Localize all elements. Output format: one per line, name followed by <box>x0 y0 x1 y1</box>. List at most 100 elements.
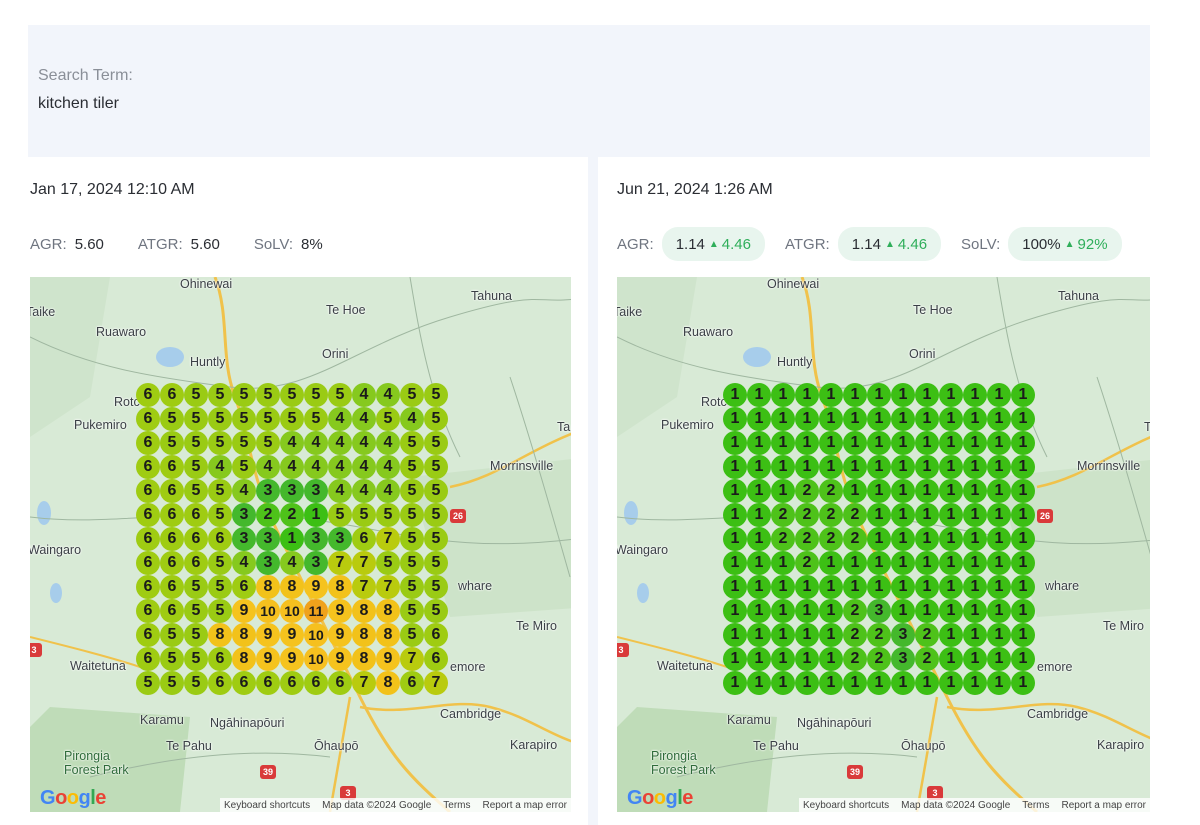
rank-point[interactable]: 3 <box>304 479 328 503</box>
rank-point[interactable]: 2 <box>843 623 867 647</box>
rank-point[interactable]: 1 <box>891 551 915 575</box>
rank-point[interactable]: 6 <box>208 671 232 695</box>
rank-point[interactable]: 3 <box>328 527 352 551</box>
rank-point[interactable]: 7 <box>352 551 376 575</box>
rank-point[interactable]: 5 <box>232 455 256 479</box>
rank-point[interactable]: 1 <box>987 671 1011 695</box>
rank-point[interactable]: 6 <box>136 479 160 503</box>
rank-point[interactable]: 1 <box>939 575 963 599</box>
rank-point[interactable]: 1 <box>915 503 939 527</box>
rank-point[interactable]: 2 <box>915 647 939 671</box>
rank-point[interactable]: 1 <box>843 479 867 503</box>
rank-point[interactable]: 1 <box>987 623 1011 647</box>
rank-point[interactable]: 5 <box>184 599 208 623</box>
rank-point[interactable]: 9 <box>376 647 400 671</box>
rank-point[interactable]: 6 <box>136 599 160 623</box>
rank-point[interactable]: 6 <box>136 551 160 575</box>
rank-point[interactable]: 1 <box>771 647 795 671</box>
rank-point[interactable]: 2 <box>819 527 843 551</box>
rank-point[interactable]: 9 <box>328 599 352 623</box>
rank-point[interactable]: 1 <box>747 623 771 647</box>
rank-point[interactable]: 1 <box>867 407 891 431</box>
rank-point[interactable]: 5 <box>184 647 208 671</box>
rank-point[interactable]: 1 <box>987 599 1011 623</box>
rank-point[interactable]: 5 <box>424 575 448 599</box>
rank-point[interactable]: 10 <box>304 647 328 671</box>
rank-point[interactable]: 5 <box>424 503 448 527</box>
rank-point[interactable]: 1 <box>915 671 939 695</box>
rank-point[interactable]: 2 <box>256 503 280 527</box>
rank-point[interactable]: 1 <box>843 431 867 455</box>
rank-point[interactable]: 6 <box>160 527 184 551</box>
rank-point[interactable]: 1 <box>771 455 795 479</box>
rank-point[interactable]: 8 <box>352 599 376 623</box>
rank-point[interactable]: 1 <box>891 599 915 623</box>
rank-point[interactable]: 1 <box>939 527 963 551</box>
rank-point[interactable]: 5 <box>160 671 184 695</box>
rank-point[interactable]: 1 <box>939 599 963 623</box>
rank-point[interactable]: 1 <box>987 431 1011 455</box>
rank-point[interactable]: 9 <box>304 575 328 599</box>
rank-point[interactable]: 1 <box>819 623 843 647</box>
rank-point[interactable]: 4 <box>328 407 352 431</box>
rank-point[interactable]: 5 <box>376 551 400 575</box>
rank-point[interactable]: 6 <box>352 527 376 551</box>
rank-point[interactable]: 1 <box>963 599 987 623</box>
rank-point[interactable]: 5 <box>400 551 424 575</box>
rank-point[interactable]: 1 <box>747 503 771 527</box>
rank-point[interactable]: 1 <box>723 623 747 647</box>
rank-point[interactable]: 1 <box>1011 383 1035 407</box>
rank-point[interactable]: 6 <box>136 503 160 527</box>
rank-point[interactable]: 7 <box>376 575 400 599</box>
rank-point[interactable]: 1 <box>963 431 987 455</box>
rank-point[interactable]: 7 <box>400 647 424 671</box>
rank-point[interactable]: 1 <box>939 431 963 455</box>
rank-point[interactable]: 10 <box>256 599 280 623</box>
rank-point[interactable]: 1 <box>915 575 939 599</box>
rank-point[interactable]: 5 <box>304 383 328 407</box>
rank-point[interactable]: 3 <box>232 527 256 551</box>
rank-point[interactable]: 5 <box>208 599 232 623</box>
attribution-link[interactable]: Keyboard shortcuts <box>223 799 311 811</box>
rank-point[interactable]: 5 <box>232 407 256 431</box>
rank-point[interactable]: 5 <box>208 407 232 431</box>
map-view[interactable]: Ohinewai Tahuna Taike Te Hoe Ruawaro Orini Hun… <box>617 277 1150 812</box>
rank-point[interactable]: 1 <box>747 383 771 407</box>
rank-point[interactable]: 5 <box>160 623 184 647</box>
rank-point[interactable]: 5 <box>424 431 448 455</box>
rank-point[interactable]: 6 <box>304 671 328 695</box>
rank-point[interactable]: 1 <box>867 671 891 695</box>
rank-point[interactable]: 4 <box>280 455 304 479</box>
rank-point[interactable]: 6 <box>160 503 184 527</box>
rank-point[interactable]: 4 <box>376 455 400 479</box>
rank-point[interactable]: 5 <box>232 431 256 455</box>
rank-point[interactable]: 1 <box>939 647 963 671</box>
rank-point[interactable]: 1 <box>843 407 867 431</box>
rank-point[interactable]: 6 <box>160 575 184 599</box>
rank-point[interactable]: 3 <box>256 479 280 503</box>
rank-point[interactable]: 1 <box>843 575 867 599</box>
rank-point[interactable]: 6 <box>160 599 184 623</box>
rank-point[interactable]: 1 <box>891 479 915 503</box>
rank-point[interactable]: 3 <box>280 479 304 503</box>
rank-point[interactable]: 1 <box>747 647 771 671</box>
rank-point[interactable]: 1 <box>987 407 1011 431</box>
rank-point[interactable]: 4 <box>352 407 376 431</box>
rank-point[interactable]: 4 <box>352 383 376 407</box>
rank-point[interactable]: 6 <box>160 551 184 575</box>
rank-point[interactable]: 1 <box>915 479 939 503</box>
rank-point[interactable]: 1 <box>963 623 987 647</box>
rank-point[interactable]: 1 <box>771 407 795 431</box>
rank-point[interactable]: 5 <box>376 407 400 431</box>
rank-point[interactable]: 1 <box>747 407 771 431</box>
rank-point[interactable]: 5 <box>184 383 208 407</box>
rank-point[interactable]: 5 <box>184 671 208 695</box>
rank-point[interactable]: 1 <box>987 455 1011 479</box>
rank-point[interactable]: 4 <box>352 431 376 455</box>
rank-point[interactable]: 1 <box>747 431 771 455</box>
rank-point[interactable]: 5 <box>304 407 328 431</box>
rank-point[interactable]: 5 <box>328 503 352 527</box>
rank-point[interactable]: 1 <box>939 407 963 431</box>
rank-point[interactable]: 5 <box>400 383 424 407</box>
attribution-link[interactable]: Terms <box>443 799 471 811</box>
